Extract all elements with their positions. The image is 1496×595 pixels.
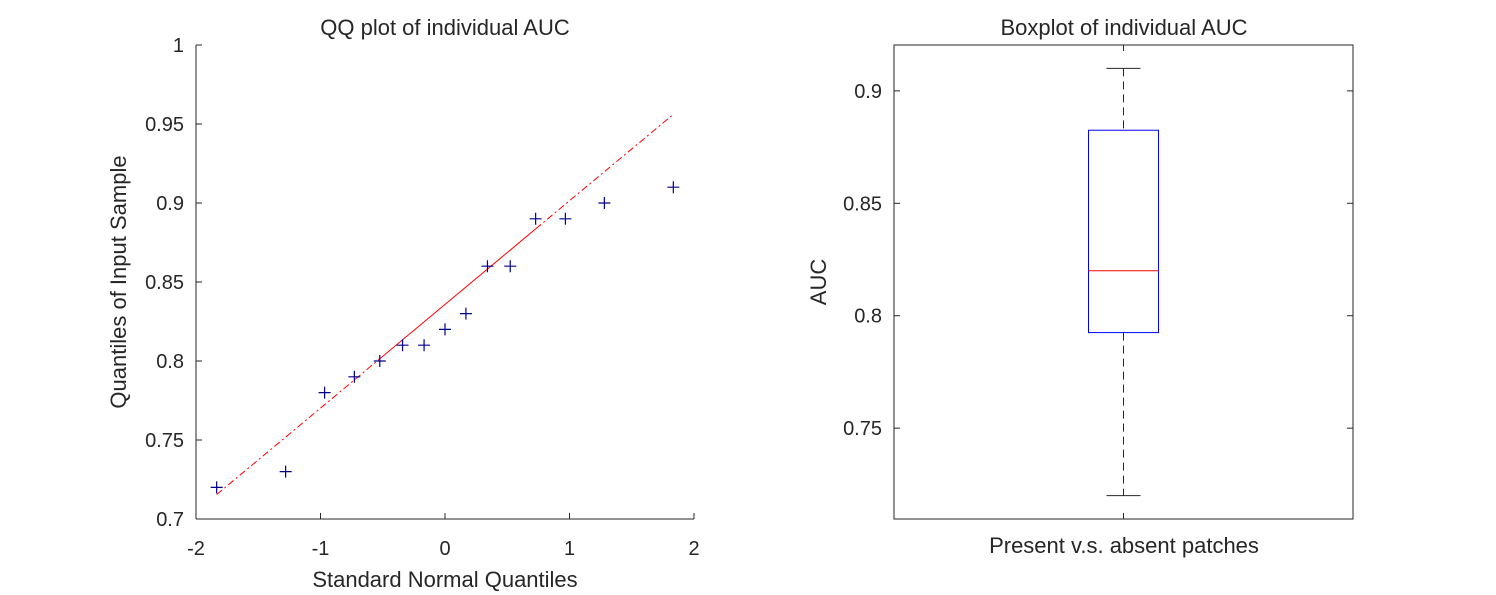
box-x-label: Present v.s. absent patches <box>989 533 1259 558</box>
qq-point <box>279 465 292 478</box>
qq-x-tick-label: 1 <box>564 538 575 560</box>
qq-reference-segment <box>216 358 381 495</box>
qq-point <box>459 307 472 320</box>
box-y-label: AUC <box>806 259 831 306</box>
qq-x-label: Standard Normal Quantiles <box>312 567 577 592</box>
qq-reference-segment <box>379 228 536 360</box>
qq-y-tick-label: 1 <box>173 35 184 57</box>
box-y-tick-label: 0.75 <box>843 418 882 440</box>
qq-x-tick-label: -2 <box>187 538 205 560</box>
qq-point <box>318 386 331 399</box>
qq-y-tick-label: 0.7 <box>156 509 184 531</box>
box-y-tick-label: 0.9 <box>854 81 882 103</box>
qq-y-label: Quantiles of Input Sample <box>106 155 131 408</box>
box-plot-frame <box>893 44 1354 520</box>
qq-x-tick-label: -1 <box>312 538 330 560</box>
box-glyph <box>1088 67 1159 497</box>
box-iqr <box>1088 129 1159 334</box>
qq-y-tick-label: 0.8 <box>156 351 184 373</box>
qq-point <box>481 260 494 273</box>
qq-x-tick-label: 2 <box>688 538 699 560</box>
qq-y-ticks: 0.7 0.75 0.8 0.85 0.9 0.95 1 <box>145 35 202 531</box>
qq-point <box>348 370 361 383</box>
qq-point <box>598 197 611 209</box>
qq-x-ticks: -2 -1 0 1 2 <box>187 513 700 560</box>
qq-y-tick-label: 0.95 <box>145 114 184 136</box>
qq-point <box>504 260 517 273</box>
qq-y-tick-label: 0.85 <box>145 272 184 294</box>
qq-title: QQ plot of individual AUC <box>320 15 570 40</box>
box-y-ticks: 0.75 0.8 0.85 0.9 <box>843 81 1353 440</box>
qq-points <box>210 181 680 494</box>
qq-point <box>418 339 431 352</box>
qq-point <box>529 212 542 225</box>
qq-reference-segment <box>535 113 674 230</box>
qq-point <box>559 212 572 225</box>
qq-y-tick-label: 0.9 <box>156 193 184 215</box>
box-y-tick-label: 0.8 <box>854 306 882 328</box>
qq-point <box>439 323 451 336</box>
box-plot: Boxplot of individual AUC 0.75 0.8 0.85 0.9… <box>806 15 1354 558</box>
qq-reference-line <box>216 113 674 495</box>
qq-point <box>373 355 386 367</box>
qq-point <box>667 181 680 194</box>
qq-x-tick-label: 0 <box>439 538 450 560</box>
qq-plot: QQ plot of individual AUC -2 -1 0 1 2 0.70.7… <box>106 15 700 592</box>
qq-point <box>396 339 409 352</box>
box-title: Boxplot of individual AUC <box>1000 15 1247 40</box>
qq-y-tick-label: 0.75 <box>145 430 184 452</box>
box-y-tick-label: 0.85 <box>843 193 882 215</box>
qq-point <box>210 481 223 494</box>
